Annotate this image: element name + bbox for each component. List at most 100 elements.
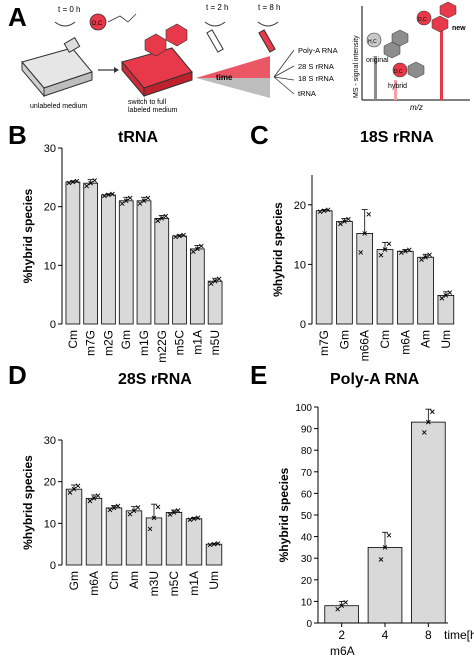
replicate-point: [216, 276, 222, 282]
replicate-point: [95, 493, 101, 498]
x-tick-label: m6A: [398, 330, 412, 355]
replicate-point: [208, 281, 214, 286]
replicate-point: [151, 515, 157, 521]
bar-Gm: [65, 488, 83, 566]
x-tick-label: m6A: [87, 571, 101, 596]
replicate-point: [382, 247, 388, 252]
replicate-point: [423, 254, 428, 260]
bar-m5C: [165, 512, 183, 566]
replicate-point: [115, 503, 121, 509]
y-tick-label: 70: [301, 468, 313, 479]
ring-icon: [165, 23, 188, 47]
x-tick-label: Am: [419, 330, 433, 348]
replicate-point: [325, 207, 331, 213]
molecule-icon: [107, 13, 137, 23]
replicate-point: [145, 195, 151, 201]
replicate-point: [147, 526, 153, 532]
y-tick-label: 0: [50, 319, 56, 331]
replicate-point: [426, 419, 431, 425]
switch-label-1: switch to full: [128, 99, 167, 106]
replicate-point: [177, 233, 182, 239]
replicate-point: [70, 179, 76, 185]
replicate-point: [378, 252, 384, 258]
replicate-point: [439, 295, 445, 301]
x-tick-label: 4: [382, 628, 389, 642]
replicate-point: [382, 545, 388, 550]
y-tick-label: 10: [301, 597, 313, 608]
replicate-point: [127, 511, 133, 517]
replicate-point: [195, 515, 201, 521]
rna-type-trna: tRNA: [298, 89, 316, 98]
replicate-point: [155, 218, 161, 224]
replicate-point: [127, 195, 133, 201]
y-tick-label: 0: [300, 319, 306, 331]
tube-icon: [258, 29, 276, 53]
replicate-point: [358, 250, 364, 255]
rna-type-28s: 28 S rRNA: [298, 62, 334, 71]
replicate-point: [366, 212, 372, 217]
chart-title: 18S rRNA: [360, 129, 434, 146]
bar-m66A: [356, 233, 374, 325]
ms-axis-label: MS - signal intensity: [353, 35, 360, 98]
replicate-point: [84, 183, 89, 189]
x-tick-label: Am: [127, 571, 141, 589]
replicate-point: [141, 198, 147, 204]
bar-m6A: [85, 497, 103, 566]
x-tick-label: m7G: [84, 330, 98, 356]
chart-title: tRNA: [118, 129, 158, 146]
y-axis-label: %hybrid species: [21, 188, 35, 283]
replicate-point: [386, 241, 392, 247]
bar-Gm: [118, 200, 134, 325]
hybrid-label: hybrid: [388, 83, 407, 90]
replicate-point: [386, 532, 392, 538]
x-tick-label: m1A: [190, 330, 204, 355]
replicate-point: [346, 216, 351, 222]
replicate-point: [211, 541, 217, 547]
replicate-point: [135, 505, 141, 510]
label-badge-icon: [89, 13, 107, 31]
replicate-point: [207, 542, 213, 548]
ms-peak-original: [374, 56, 377, 100]
x-tick-label: m2G: [101, 330, 115, 356]
curved-arrow-icon: [204, 21, 226, 27]
bar-m7G: [83, 182, 98, 325]
x-tick-label: 8: [425, 628, 432, 642]
replicate-point: [102, 193, 107, 199]
x-tick-label: m66A: [358, 330, 372, 361]
replicate-point: [398, 250, 404, 256]
hc-label: H,C: [368, 39, 377, 45]
y-axis-label: %hybrid species: [277, 467, 291, 562]
y-tick-label: 20: [44, 477, 56, 489]
replicate-point: [88, 180, 93, 186]
replicate-point: [87, 498, 93, 504]
replicate-point: [119, 201, 125, 206]
replicate-point: [191, 249, 196, 255]
replicate-point: [430, 409, 435, 415]
replicate-point: [427, 252, 432, 258]
bar-m5U: [207, 280, 223, 325]
x-tick-label: m5U: [208, 330, 222, 355]
chart-3: Poly-A RNA 0 10 20 30 40 50 60 70 80 90 100 %hybrid …: [277, 371, 474, 658]
replicate-point: [181, 232, 186, 238]
x-tick-label: m5C: [167, 571, 181, 597]
y-tick-label: 30: [44, 435, 56, 447]
bar-Am: [417, 256, 434, 325]
replicate-point: [317, 209, 323, 215]
replicate-point: [191, 516, 197, 522]
rna-type-polya: Poly-A RNA: [298, 46, 338, 55]
replicate-point: [75, 483, 81, 489]
replicate-point: [199, 243, 204, 249]
ms-peak-new: [440, 18, 443, 100]
curved-arrow-icon: [257, 21, 279, 27]
y-tick-label: 90: [301, 425, 313, 436]
panel-a-schematic: t = 0 h t = 2 h t = 8 h unlabeled medium…: [21, 1, 470, 114]
replicate-point: [321, 208, 327, 214]
bar-m6A: [396, 250, 414, 325]
replicate-point: [173, 234, 178, 240]
rna-type-18s: 18 S rRNA: [298, 74, 334, 83]
t2-label: t = 2 h: [206, 3, 228, 12]
x-tick-label: m1A: [187, 571, 201, 596]
curved-arrow-icon: [54, 21, 76, 27]
